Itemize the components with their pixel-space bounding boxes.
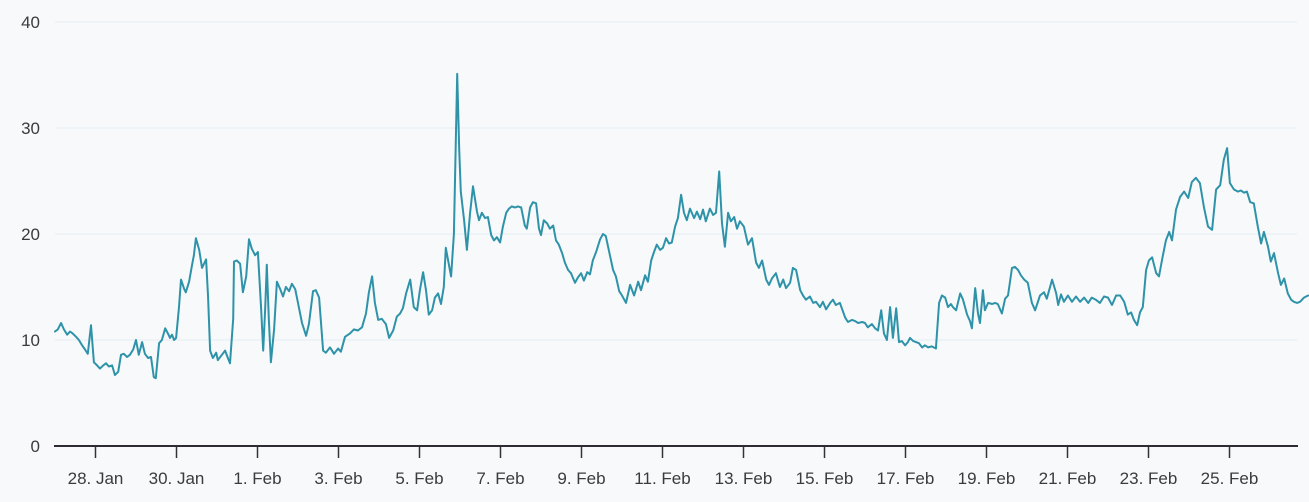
x-axis-label: 9. Feb [557, 469, 605, 488]
y-axis-labels: 0 10 20 30 40 [21, 13, 40, 456]
x-axis-label: 25. Feb [1201, 469, 1259, 488]
x-axis-label: 17. Feb [877, 469, 935, 488]
x-axis-label: 7. Feb [476, 469, 524, 488]
x-axis-label: 5. Feb [395, 469, 443, 488]
x-axis-label: 15. Feb [796, 469, 854, 488]
x-axis: 28. Jan 30. Jan 1. Feb 3. Feb 5. Feb 7. Feb 9.… [54, 445, 1298, 488]
gridlines [55, 21, 1297, 341]
x-axis-label: 19. Feb [958, 469, 1016, 488]
y-axis-label: 40 [21, 13, 40, 32]
y-axis-label: 0 [31, 437, 40, 456]
y-axis-label: 30 [21, 119, 40, 138]
y-axis-label: 10 [21, 331, 40, 350]
x-axis-label: 21. Feb [1039, 469, 1097, 488]
x-axis-label: 23. Feb [1120, 469, 1178, 488]
y-axis-label: 20 [21, 225, 40, 244]
x-axis-label: 1. Feb [233, 469, 281, 488]
x-axis-label: 28. Jan [68, 469, 124, 488]
plot-area[interactable] [55, 10, 1297, 446]
x-axis-label: 30. Jan [149, 469, 205, 488]
x-axis-label: 11. Feb [634, 469, 690, 488]
series-group [54, 72, 1309, 380]
x-axis-label: 13. Feb [715, 469, 773, 488]
series-line [54, 72, 1309, 380]
x-axis-label: 3. Feb [314, 469, 362, 488]
